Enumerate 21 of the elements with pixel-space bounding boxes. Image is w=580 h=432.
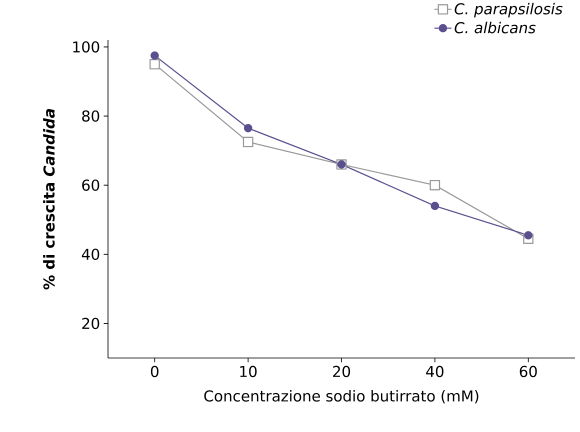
point bbox=[524, 231, 532, 240]
x-tick-label: 60 bbox=[520, 366, 537, 378]
point bbox=[242, 136, 254, 148]
point bbox=[430, 180, 440, 190]
y-tick-label: 40 bbox=[82, 248, 100, 260]
y-tick-label: 100 bbox=[73, 41, 100, 53]
x-tick-label: 20 bbox=[333, 366, 350, 378]
y-tick-label: 20 bbox=[82, 318, 100, 330]
point bbox=[244, 124, 252, 132]
x-axis-title: Concentrazione sodio butirrato (mM) bbox=[204, 390, 478, 404]
y-tick-label: 80 bbox=[82, 110, 100, 122]
point bbox=[150, 51, 159, 60]
x-tick-label: 10 bbox=[240, 366, 257, 378]
legend-label: C. albicans bbox=[454, 22, 536, 34]
legend-label: C. parapsilosis bbox=[454, 2, 562, 18]
y-tick-label: 60 bbox=[82, 180, 100, 191]
point bbox=[150, 59, 160, 70]
y-axis-title: % di crescita Candida bbox=[43, 109, 55, 290]
x-tick-label: 40 bbox=[426, 366, 444, 378]
x-tick-label: 0 bbox=[150, 366, 158, 378]
point bbox=[430, 202, 440, 210]
